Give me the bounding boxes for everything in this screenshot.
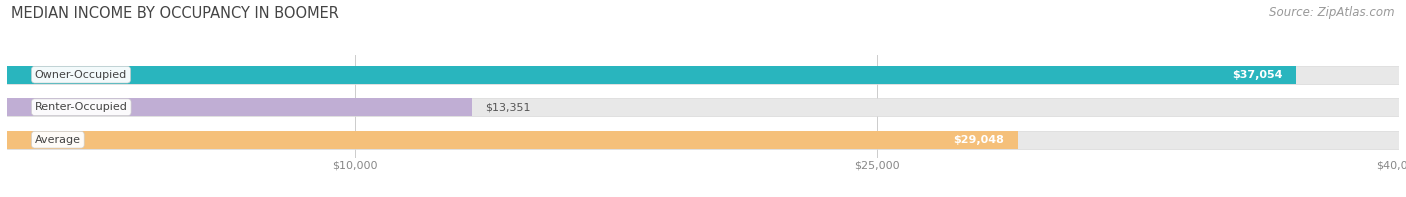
Bar (7, 98, 1399, 116)
Bar (7, 98, 471, 116)
Bar (7, 131, 1399, 149)
Bar (7, 131, 1018, 149)
Text: $13,351: $13,351 (485, 102, 531, 112)
Text: $29,048: $29,048 (953, 135, 1004, 145)
Text: Average: Average (35, 135, 82, 145)
Text: Source: ZipAtlas.com: Source: ZipAtlas.com (1270, 6, 1395, 19)
Bar (7, 66, 1296, 84)
Text: MEDIAN INCOME BY OCCUPANCY IN BOOMER: MEDIAN INCOME BY OCCUPANCY IN BOOMER (11, 6, 339, 21)
Text: Renter-Occupied: Renter-Occupied (35, 102, 128, 112)
Bar (7, 66, 1399, 84)
Text: $37,054: $37,054 (1232, 70, 1282, 80)
Text: Owner-Occupied: Owner-Occupied (35, 70, 127, 80)
